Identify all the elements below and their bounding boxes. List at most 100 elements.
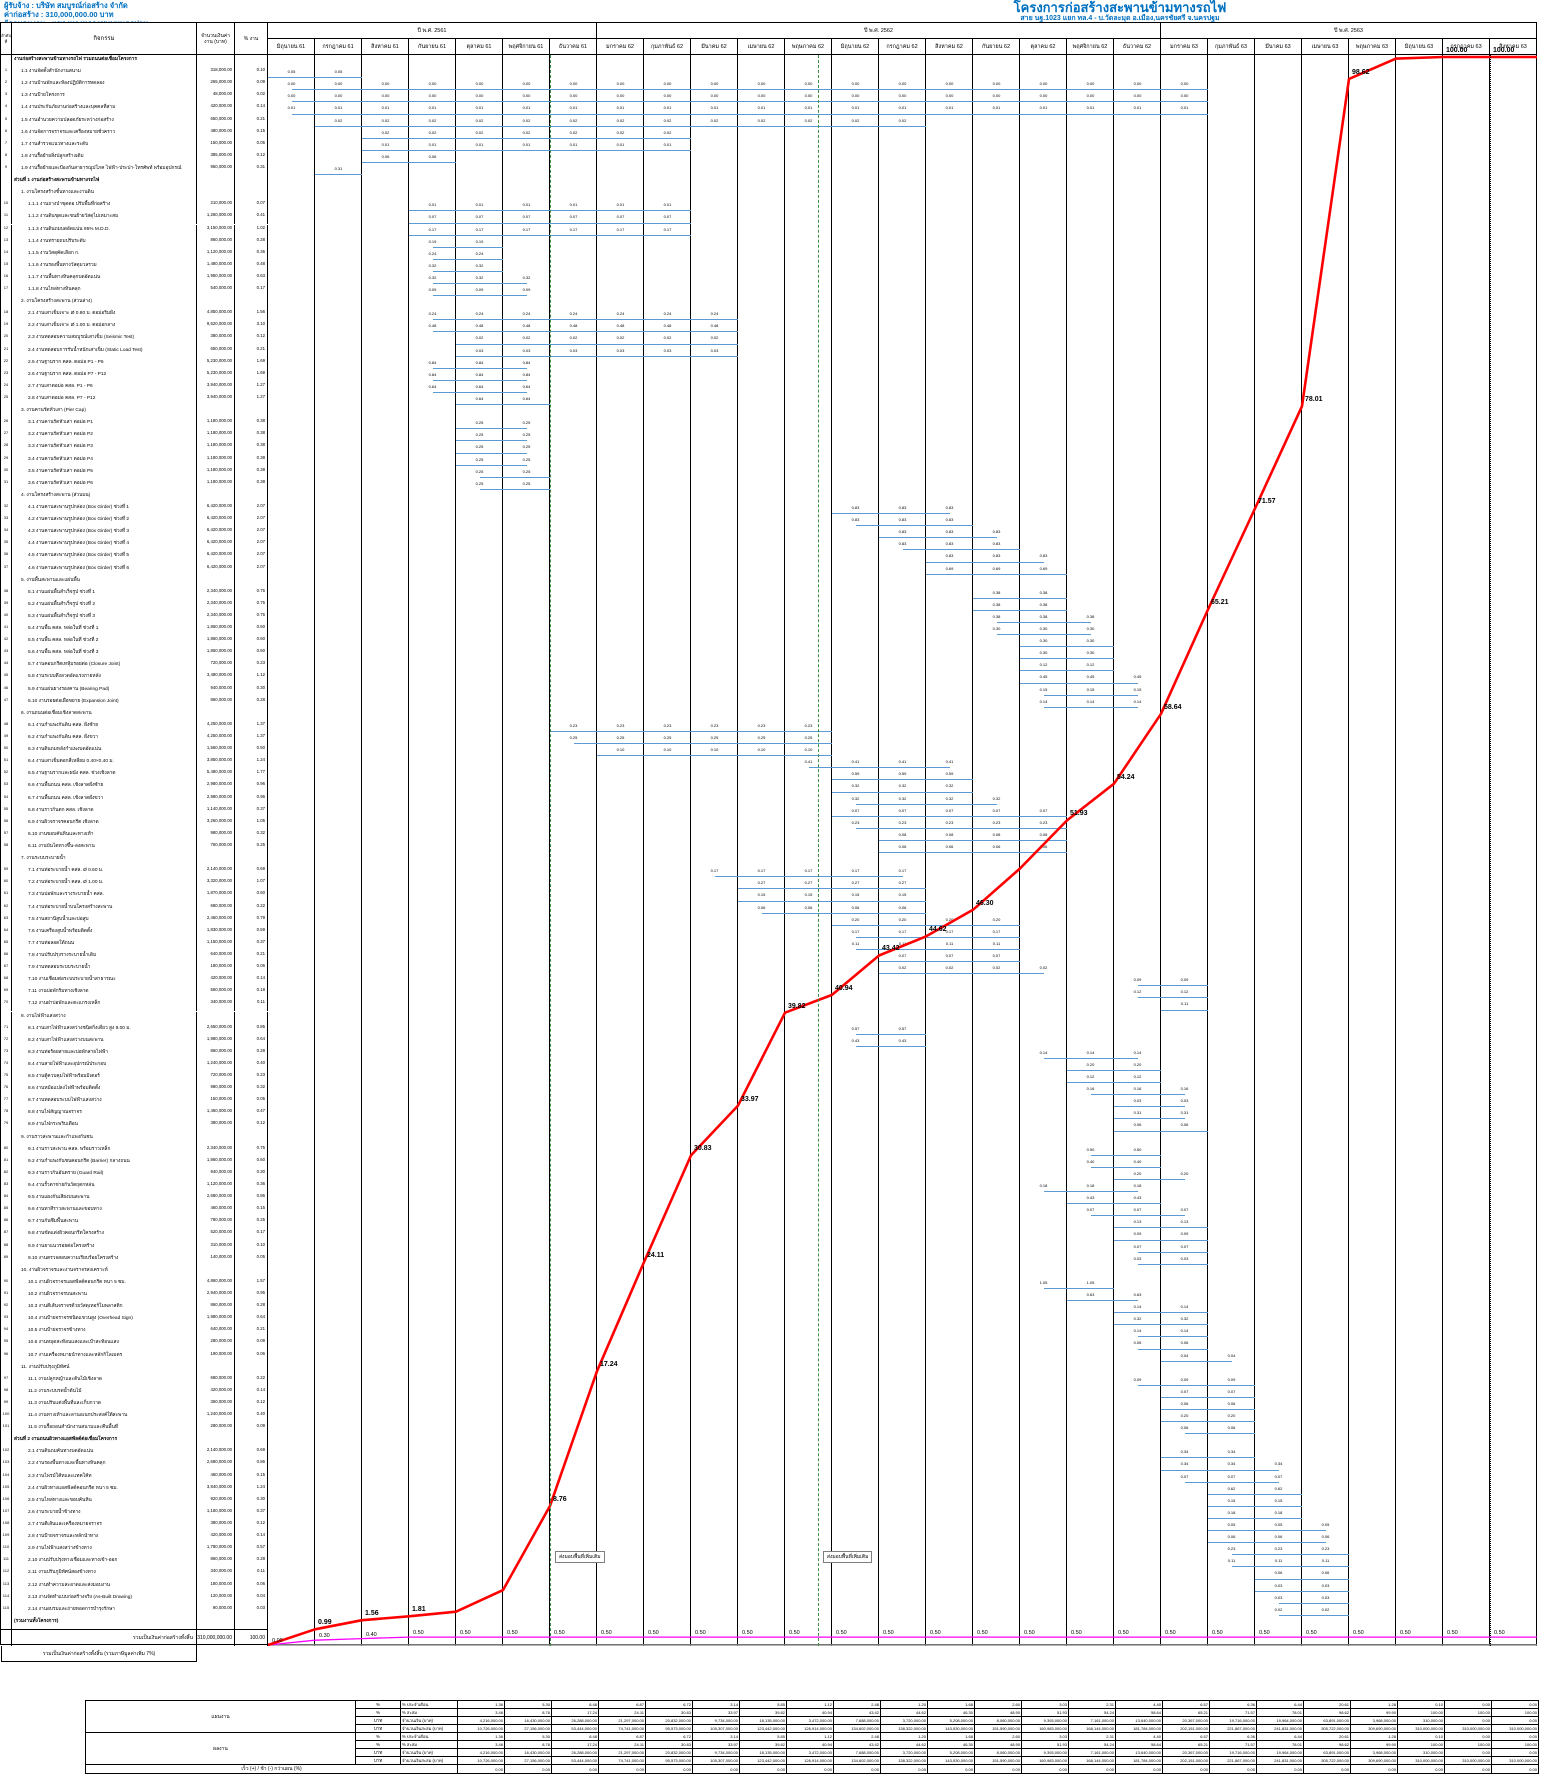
- gantt-bar: [550, 731, 832, 733]
- task-percent: [235, 176, 268, 189]
- summary-value: 10,726,000.00: [457, 1724, 505, 1733]
- gantt-month-value: 0.24: [522, 311, 531, 317]
- gantt-month-value: 0.38: [1039, 601, 1048, 607]
- title-block: โครงการก่อสร้างสะพานข้ามทางรถไฟ สาย นฐ.1…: [860, 1, 1380, 23]
- task-name: 2.1 งานดินถมคันทางบดอัดแน่น: [12, 1447, 197, 1460]
- gantt-month-value: 0.25: [522, 456, 531, 462]
- task-amount: 2,340,000.00: [197, 1144, 235, 1157]
- task-amount: 1,180,000.00: [197, 466, 235, 479]
- monthly-plan-line: [268, 1636, 1537, 1646]
- task-amount: 3,480,000.00: [197, 672, 235, 685]
- task-amount: 1,180,000.00: [197, 478, 235, 491]
- gantt-month-value: 0.00: [475, 81, 484, 87]
- summary-unit: %: [355, 1700, 401, 1709]
- task-amount: 90,000.00: [197, 1604, 235, 1617]
- summary-value: 0.00: [1491, 1732, 1539, 1741]
- gantt-month-value: 0.01: [945, 105, 954, 111]
- gantt-month-value: 0.32: [522, 274, 531, 280]
- gantt-month-value: 0.14: [1086, 698, 1095, 704]
- task-amount: 2,340,000.00: [197, 587, 235, 600]
- task-no: 41: [1, 624, 12, 637]
- task-name: 2.9 งานไฟฟ้าแสงสว่างข้างทาง: [12, 1544, 197, 1557]
- task-no: 61: [1, 890, 12, 903]
- gantt-month-value: 0.24: [475, 311, 484, 317]
- gantt-month-value: 0.20: [945, 916, 954, 922]
- task-row: 59 7.1 งานท่อระบายน้ำ คสล. Ø 0.60 ม. 2,140…: [1, 866, 268, 879]
- gantt-month-value: 0.00: [992, 93, 1001, 99]
- monthly-line-label: 0.50: [1400, 1630, 1411, 1637]
- gantt-chart-area: 0.05 0.05 0.00 0.00 0.00 0.00 0.00 0.00 0.00 0.00…: [268, 47, 1537, 1646]
- task-name: 8.8 งานไฟสัญญาณจราจร: [12, 1108, 197, 1121]
- task-name: 10. งานผิวจราจรและงานจราจรสงเคราะห์: [12, 1265, 197, 1278]
- gantt-month-value: 0.07: [1039, 807, 1048, 813]
- gantt-bar: [1020, 658, 1114, 660]
- task-no: 54: [1, 793, 12, 806]
- page-title: โครงการก่อสร้างสะพานข้ามทางรถไฟ: [1013, 0, 1227, 15]
- gantt-month-value: 0.25: [522, 432, 531, 438]
- summary-diff-value: 0.00: [786, 1764, 834, 1774]
- month-header: มกราคม 63: [1161, 39, 1208, 55]
- gantt-month-value: 0.00: [522, 81, 531, 87]
- task-amount: 1,860,000.00: [197, 648, 235, 661]
- gantt-month-value: 0.63: [1086, 1291, 1095, 1297]
- task-row: 9 1.9 งานรื้อย้ายและป้องกันสาธารณูปโภค ไฟ…: [1, 163, 268, 177]
- task-percent: 0.60: [235, 648, 268, 661]
- gantt-month-value: 0.83: [945, 517, 954, 523]
- summary-value: 4,216,000.00: [457, 1716, 505, 1725]
- gantt-month-value: 0.23: [804, 722, 813, 728]
- gantt-month-value: 0.32: [428, 262, 437, 268]
- task-no: 115: [1, 1604, 12, 1617]
- gantt-bar: [973, 609, 1067, 611]
- gantt-month-value: 0.07: [616, 214, 625, 220]
- gantt-month-value: 0.59: [851, 771, 860, 777]
- gantt-month-value: 0.64: [428, 383, 437, 389]
- task-percent: 0.28: [235, 236, 268, 249]
- task-percent: 0.38: [235, 418, 268, 431]
- task-amount: 120,000.00: [197, 1592, 235, 1605]
- task-row: 7 1.7 งานสำรวจแนวทางและระดับ 150,000.00 0.0…: [1, 139, 268, 152]
- task-no: 70: [1, 999, 12, 1012]
- gantt-month-value: 0.02: [851, 117, 860, 123]
- task-percent: 1.56: [235, 309, 268, 322]
- task-name: 7.1 งานท่อระบายน้ำ คสล. Ø 0.60 ม.: [12, 866, 197, 879]
- task-name: 6. งานถนนต่อเชื่อมเชิงลาดสะพาน: [12, 708, 197, 721]
- summary-value: 3.46: [457, 1740, 505, 1749]
- summary-value: 46.30: [927, 1740, 975, 1749]
- monthly-line-label: 0.40: [366, 1631, 377, 1638]
- task-row: 2 1.2 งานบ้านพักและห้องปฏิบัติการทดลอง 265…: [1, 79, 268, 92]
- task-no: 29: [1, 454, 12, 467]
- task-percent: 0.48: [235, 260, 268, 273]
- task-row: 5 1.5 งานอำนวยความปลอดภัยระหว่างก่อสร้าง 6…: [1, 115, 268, 128]
- s-curve-point-label: 51.93: [1070, 810, 1088, 818]
- task-percent: [235, 1011, 268, 1024]
- gantt-month-value: 0.27: [851, 880, 860, 886]
- task-row: 11. งานปรับปรุงภูมิทัศน์: [1, 1362, 268, 1375]
- task-no: [1, 188, 12, 201]
- summary-value: 9,734,000.00: [692, 1716, 740, 1725]
- task-name: 10.6 งานหมุดสะท้อนแสงและเป้าสะท้อนแสง: [12, 1338, 197, 1351]
- summary-value: 100.00: [1444, 1740, 1492, 1749]
- summary-row-label: % สะสม: [400, 1740, 458, 1749]
- task-no: 84: [1, 1193, 12, 1206]
- total-percent: 100.00: [235, 1630, 268, 1646]
- gantt-month-value: 0.48: [569, 323, 578, 329]
- monthly-line-label: 0.50: [1259, 1630, 1270, 1637]
- gantt-month-value: 0.01: [851, 105, 860, 111]
- task-percent: 1.77: [235, 769, 268, 782]
- gantt-month-value: 0.24: [710, 311, 719, 317]
- gantt-month-value: 0.12: [1133, 989, 1142, 995]
- gantt-month-value: 0.20: [1227, 1413, 1236, 1419]
- milestone-line-2: [817, 55, 819, 1646]
- summary-value: 1.12: [786, 1700, 834, 1709]
- task-percent: 1.69: [235, 357, 268, 370]
- gantt-month-value: 0.24: [475, 250, 484, 256]
- gantt-month-value: 0.02: [663, 117, 672, 123]
- gantt-month-value: 0.00: [851, 93, 860, 99]
- gantt-month-value: 0.25: [804, 735, 813, 741]
- gantt-month-value: 0.09: [1133, 1376, 1142, 1382]
- task-no: [1, 297, 12, 310]
- monthly-line-label: 0.50: [1212, 1630, 1223, 1637]
- task-amount: 1,240,000.00: [197, 1059, 235, 1073]
- gantt-month-value: 0.06: [851, 904, 860, 910]
- task-name: 6.10 งานขอบคันหินและทางเท้า: [12, 829, 197, 842]
